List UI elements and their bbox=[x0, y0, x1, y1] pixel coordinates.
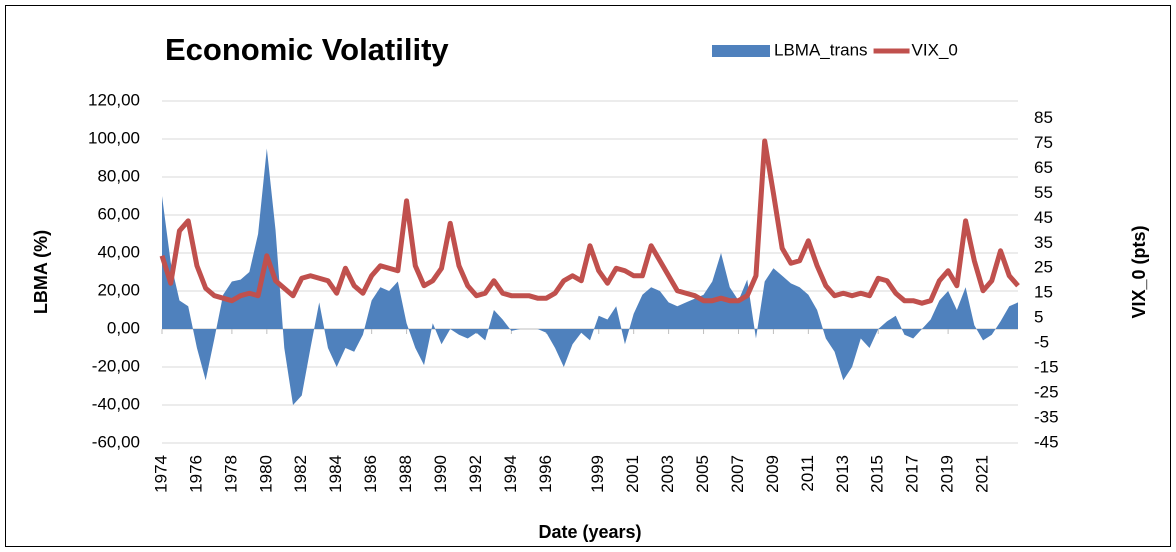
x-tick-label: 1996 bbox=[536, 455, 555, 493]
y2-tick-label: -15 bbox=[1034, 358, 1059, 377]
x-tick-label: 2019 bbox=[938, 455, 957, 493]
y-tick-label: 80,00 bbox=[97, 166, 140, 185]
y-tick-label: 60,00 bbox=[97, 204, 140, 223]
x-tick-label: 1999 bbox=[588, 455, 607, 493]
y-tick-label: 120,00 bbox=[88, 90, 140, 109]
y2-tick-label: -45 bbox=[1034, 432, 1059, 451]
y-axis-title: LBMA (%) bbox=[31, 230, 51, 314]
y-tick-label: -20,00 bbox=[92, 356, 140, 375]
y-tick-label: 0,00 bbox=[107, 318, 140, 337]
x-tick-label: 1992 bbox=[466, 455, 485, 493]
y2-tick-label: -25 bbox=[1034, 383, 1059, 402]
y-tick-label: 20,00 bbox=[97, 280, 140, 299]
marks-layer bbox=[159, 138, 1020, 405]
labels-layer: -60,00 -40,00 -20,00 0,00 20,00 40,00 60,00 80,… bbox=[88, 90, 1059, 492]
chart-title: Economic Volatility bbox=[165, 32, 449, 67]
x-tick-label: 2009 bbox=[763, 455, 782, 493]
x-tick-label: 2005 bbox=[693, 455, 712, 493]
legend-swatch bbox=[712, 45, 770, 57]
x-tick-label: 2001 bbox=[623, 455, 642, 493]
y2-tick-label: 65 bbox=[1034, 158, 1053, 177]
x-tick-label: 1984 bbox=[326, 455, 345, 493]
x-tick-label: 1976 bbox=[186, 455, 205, 493]
legend-label: VIX_0 bbox=[912, 40, 958, 59]
y2-axis-title: VIX_0 (pts) bbox=[1129, 225, 1149, 318]
y2-tick-label: 35 bbox=[1034, 233, 1053, 252]
x-tick-label: 1990 bbox=[431, 455, 450, 493]
legend: LBMA_trans VIX_0 bbox=[712, 40, 958, 59]
x-tick-label: 1988 bbox=[396, 455, 415, 493]
x-tick-label: 1974 bbox=[151, 455, 170, 493]
y2-tick-label: 25 bbox=[1034, 258, 1053, 277]
line bbox=[159, 138, 1020, 306]
x-tick-label: 2011 bbox=[798, 455, 817, 492]
y2-tick-label: 15 bbox=[1034, 283, 1053, 302]
x-tick-label: 2013 bbox=[833, 455, 852, 493]
y2-tick-label: -5 bbox=[1034, 333, 1049, 352]
legend-label: LBMA_trans bbox=[774, 40, 868, 59]
x-tick-label: 1986 bbox=[361, 455, 380, 493]
y-tick-label: 100,00 bbox=[88, 128, 140, 147]
x-tick-label: 1982 bbox=[291, 455, 310, 493]
y2-tick-label: 5 bbox=[1034, 308, 1043, 327]
y-tick-label: -60,00 bbox=[92, 432, 140, 451]
x-tick-label: 2017 bbox=[903, 455, 922, 493]
y2-tick-label: 55 bbox=[1034, 183, 1053, 202]
x-axis-title: Date (years) bbox=[538, 522, 641, 542]
y-tick-label: -40,00 bbox=[92, 394, 140, 413]
y2-tick-label: 75 bbox=[1034, 133, 1053, 152]
y2-tick-label: 85 bbox=[1034, 108, 1053, 127]
y2-tick-label: 45 bbox=[1034, 208, 1053, 227]
y2-tick-label: -35 bbox=[1034, 408, 1059, 427]
x-tick-label: 2007 bbox=[728, 455, 747, 493]
y-tick-label: 40,00 bbox=[97, 242, 140, 261]
x-tick-label: 1994 bbox=[501, 455, 520, 493]
x-tick-label: 2015 bbox=[868, 455, 887, 493]
x-tick-label: 2021 bbox=[973, 455, 992, 493]
x-tick-label: 2003 bbox=[658, 455, 677, 493]
x-tick-label: 1978 bbox=[221, 455, 240, 493]
x-tick-label: 1980 bbox=[256, 455, 275, 493]
